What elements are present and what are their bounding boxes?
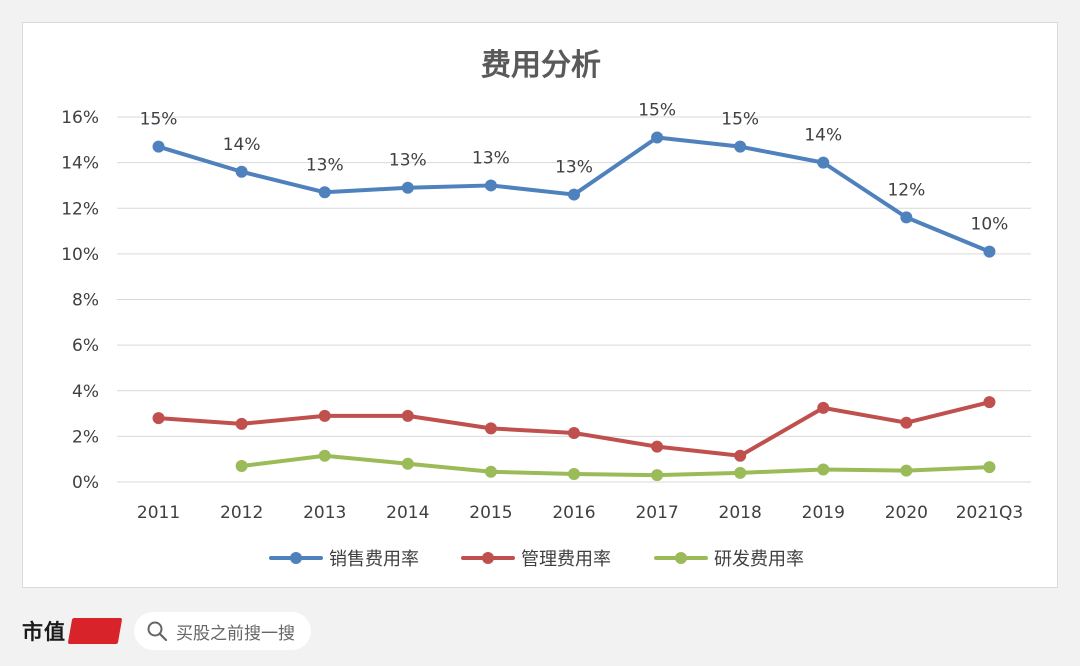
search-placeholder: 买股之前搜一搜 [176,623,295,644]
data-point [900,416,913,429]
data-point [568,188,580,201]
y-tick-label: 6% [72,336,99,356]
legend-swatch-marker [675,552,687,564]
line-chart: 费用分析 0% 2% 4% 6% 8% 10% 12% 14% 16% 2011 2012 2013… [61,48,1031,570]
data-label: 15% [140,110,178,130]
x-tick-label: 2021Q3 [956,503,1023,523]
data-point [152,412,165,425]
chart-title: 费用分析 [481,48,601,83]
search-box[interactable]: 买股之前搜一搜 [134,612,311,650]
y-tick-label: 12% [61,199,99,219]
y-axis-ticks: 0% 2% 4% 6% 8% 10% 12% 14% 16% [61,108,99,493]
y-tick-label: 4% [72,382,99,402]
search-icon [147,621,168,642]
data-label: 15% [638,101,676,121]
data-label: 13% [306,155,344,175]
x-tick-label: 2018 [719,503,762,523]
data-point [734,140,747,153]
legend-swatch-marker [482,552,494,564]
brand-logo-icon [67,618,123,644]
data-point [568,468,580,481]
data-point [651,131,664,144]
data-point [484,179,497,192]
data-point [235,417,248,430]
data-point [651,469,664,482]
data-point [484,422,497,435]
x-tick-label: 2013 [303,503,346,523]
y-tick-label: 2% [72,427,99,447]
data-point [152,140,165,153]
data-point [235,165,248,178]
brand-name: 市值 [22,619,66,644]
data-label: 14% [804,126,842,146]
data-point [318,186,331,199]
data-point [817,156,830,169]
y-tick-label: 0% [72,473,99,493]
footer-bar: 市值 买股之前搜一搜 [22,606,622,656]
data-point [983,245,996,258]
gridlines [117,116,1031,483]
data-label: 13% [389,151,427,171]
x-tick-label: 2016 [552,503,595,523]
y-tick-label: 16% [61,108,99,128]
data-point [318,409,331,422]
data-point [817,463,830,476]
x-tick-label: 2014 [386,503,429,523]
data-label: 15% [721,110,759,130]
data-point [318,449,331,462]
x-tick-label: 2019 [802,503,845,523]
x-tick-label: 2015 [469,503,512,523]
data-point [401,457,414,470]
legend: 销售费用率 管理费用率 研发费用率 [269,549,804,570]
x-tick-label: 2017 [635,503,678,523]
y-tick-label: 10% [61,245,99,265]
x-tick-label: 2012 [220,503,263,523]
data-label: 12% [887,180,925,200]
series-lines [152,131,996,482]
data-point [734,466,747,479]
data-point [900,464,913,477]
legend-label: 管理费用率 [521,549,611,570]
series-line [239,453,992,478]
data-point [734,449,747,462]
data-point [401,409,414,422]
data-point [983,461,996,474]
y-tick-label: 8% [72,291,99,311]
data-labels: 15% 14% 13% 13% 13% 13% 15% 15% 14% 12% 10% [140,101,1009,235]
data-label: 10% [971,215,1009,235]
data-point [568,426,580,439]
data-point [401,181,414,194]
data-label: 13% [472,148,510,168]
data-label: 14% [223,135,261,155]
legend-label: 研发费用率 [714,549,804,570]
legend-label: 销售费用率 [329,549,419,570]
data-point [900,211,913,224]
data-point [651,440,664,453]
x-tick-label: 2011 [137,503,180,523]
x-tick-label: 2020 [885,503,928,523]
data-point [484,465,497,478]
chart-card: 费用分析 0% 2% 4% 6% 8% 10% 12% 14% 16% 2011 2012 2013… [22,22,1058,588]
x-axis-ticks: 2011 2012 2013 2014 2015 2016 2017 2018 2019 2020… [137,503,1023,523]
data-point [983,396,996,409]
data-point [235,460,248,473]
data-point [817,401,830,414]
legend-swatch-marker [290,552,302,564]
data-label: 13% [555,158,593,178]
y-tick-label: 14% [61,154,99,174]
